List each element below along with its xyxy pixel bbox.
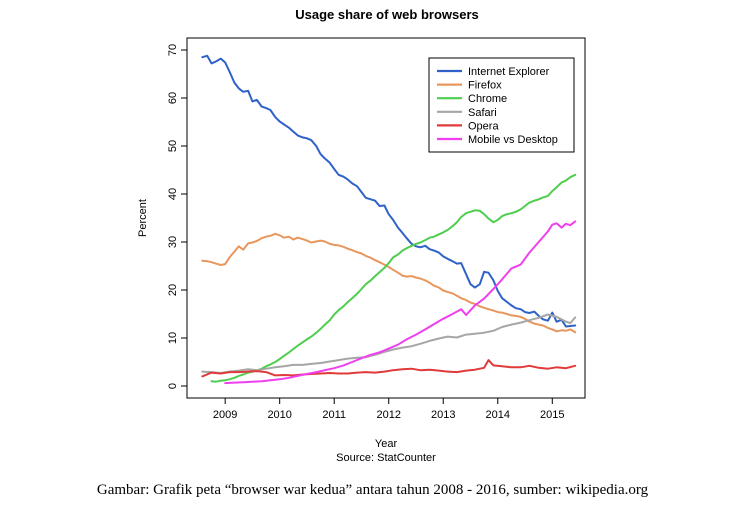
legend-label: Safari [468, 107, 497, 119]
legend-label: Mobile vs Desktop [468, 134, 558, 146]
legend-label: Internet Explorer [468, 66, 550, 78]
x-axis-label: Year [375, 438, 398, 450]
x-tick-label: 2011 [322, 409, 346, 421]
series-line-internet-explorer [201, 54, 577, 328]
chart: Usage share of web browsers 0 10 20 30 40 50 6… [137, 7, 586, 464]
x-tick-label: 2010 [267, 409, 291, 421]
y-axis: 0 10 20 30 40 50 60 70 [167, 44, 187, 389]
y-tick-label: 0 [167, 383, 179, 389]
x-tick-label: 2012 [376, 409, 400, 421]
series-line-opera [201, 359, 577, 378]
plot-frame [186, 37, 586, 399]
y-axis-label: Percent [137, 199, 149, 237]
y-tick-label: 20 [167, 284, 179, 296]
y-tick-label: 50 [167, 140, 179, 152]
x-axis: 2009 2010 2011 2012 2013 2014 2015 [213, 398, 565, 421]
series-lines [201, 54, 577, 385]
y-tick-label: 30 [167, 236, 179, 248]
series-line-chrome [210, 173, 577, 383]
figure-caption: Gambar: Grafik peta “browser war kedua” … [96, 482, 649, 498]
x-tick-label: 2013 [431, 409, 455, 421]
y-tick-label: 10 [167, 332, 179, 344]
series-line-mobile-vs-desktop [224, 220, 577, 385]
legend-label: Opera [468, 120, 499, 132]
legend-box [428, 57, 575, 153]
series-line-firefox [201, 232, 577, 334]
y-tick-label: 60 [167, 92, 179, 104]
legend-label: Chrome [468, 93, 507, 105]
source-note: Source: StatCounter [336, 452, 436, 464]
x-tick-label: 2014 [486, 409, 510, 421]
x-tick-label: 2009 [213, 409, 237, 421]
chart-title: Usage share of web browsers [295, 7, 479, 22]
y-tick-label: 70 [167, 44, 179, 56]
y-tick-label: 40 [167, 188, 179, 200]
series-line-safari [201, 313, 577, 374]
legend-label: Firefox [468, 80, 502, 92]
x-tick-label: 2015 [540, 409, 564, 421]
